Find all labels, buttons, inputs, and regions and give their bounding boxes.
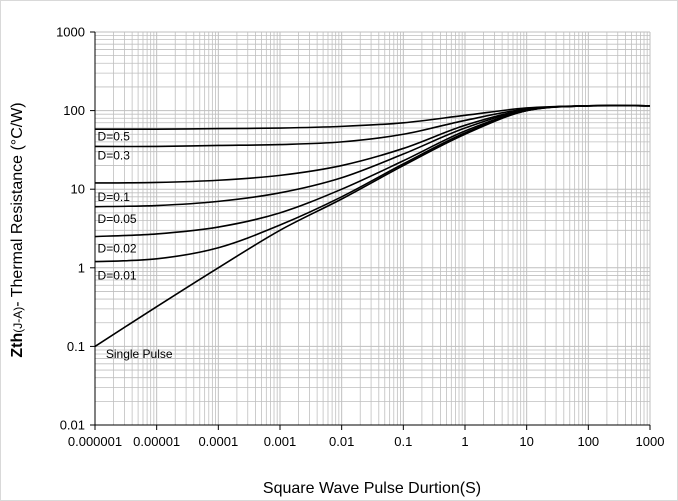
curve-labels: D=0.5 D=0.3 D=0.1 D=0.05 D=0.02 D=0.01 Single … (98, 129, 173, 361)
series-lines (94, 104, 651, 348)
curve-label: D=0.3 (98, 148, 131, 162)
series-line-d-0-3 (94, 104, 651, 148)
x-axis-title: Square Wave Pulse Durtion(S) (263, 480, 481, 497)
series-line-d-0-1 (94, 104, 651, 184)
curve-label: D=0.1 (98, 190, 131, 204)
y-tick-label: 0.01 (60, 418, 85, 433)
x-tick-label: 1000 (636, 434, 665, 449)
x-tick-label: 0.00001 (133, 434, 180, 449)
x-tick-label: 1 (461, 434, 468, 449)
x-tick-label: 0.001 (264, 434, 297, 449)
x-tick-label: 0.01 (329, 434, 354, 449)
grid (90, 31, 651, 430)
x-tick-label: 0.0001 (198, 434, 238, 449)
y-axis-title: Zth(J-A)- Thermal Resistance (°C/W) (9, 102, 26, 357)
x-tick-label: 0.000001 (68, 434, 122, 449)
y-axis-title-subscript: (J-A) (11, 307, 25, 333)
y-tick-label: 0.1 (67, 339, 85, 354)
series-line-d-0-5 (94, 104, 651, 131)
y-axis-title-bold: Zth (9, 333, 26, 358)
x-tick-label: 0.1 (394, 434, 412, 449)
y-axis-title-rest: - Thermal Resistance (°C/W) (9, 102, 26, 306)
x-tick-label: 10 (519, 434, 533, 449)
tick-labels: 0.000001 0.00001 0.0001 0.001 0.01 0.1 1 10 100 1… (56, 25, 664, 450)
curve-label: Single Pulse (106, 347, 173, 361)
y-tick-label: 1000 (56, 25, 85, 40)
curve-label: D=0.5 (98, 129, 131, 143)
x-tick-label: 100 (577, 434, 599, 449)
curve-label: D=0.01 (98, 268, 137, 282)
series-line-single-pulse (94, 104, 651, 348)
y-tick-label: 100 (63, 103, 85, 118)
series-line-d-0-05 (94, 104, 651, 208)
y-tick-label: 10 (71, 182, 85, 197)
curve-label: D=0.02 (98, 242, 137, 256)
y-tick-label: 1 (78, 260, 85, 275)
curve-label: D=0.05 (98, 212, 137, 226)
